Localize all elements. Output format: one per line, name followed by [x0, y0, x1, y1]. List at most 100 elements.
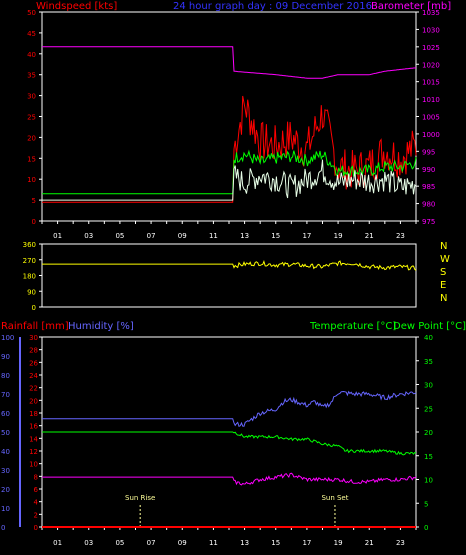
climate-xtick-label: 05 [115, 539, 124, 547]
humidity-axis-title: Humidity [%] [68, 321, 134, 332]
rain-ytick-label: 12 [29, 448, 38, 456]
barometer-ytick-label: 1015 [422, 79, 440, 87]
sun-rise-label: Sun Rise [125, 494, 155, 502]
wind-xtick-label: 03 [84, 232, 93, 240]
humidity-ytick-label: 100 [1, 334, 14, 342]
climate-xtick-label: 23 [396, 539, 405, 547]
climate-xtick-label: 07 [147, 539, 156, 547]
barometer-ytick-label: 1005 [422, 114, 440, 122]
direction-series [42, 260, 417, 271]
windspeed-ytick-label: 50 [27, 9, 36, 17]
humidity-ytick-label: 40 [1, 448, 10, 456]
climate-series-green [42, 431, 417, 456]
wind-xtick-label: 19 [334, 232, 343, 240]
humidity-ytick-label: 20 [1, 486, 10, 494]
wind-xtick-label: 11 [209, 232, 218, 240]
direction-ytick-label: 360 [23, 241, 36, 249]
wind-xtick-label: 21 [365, 232, 374, 240]
barometer-ytick-label: 1025 [422, 44, 440, 52]
temp-ytick-label: 25 [424, 405, 433, 413]
compass-label: N [440, 293, 447, 304]
wind-series-red [42, 95, 417, 203]
rain-ytick-label: 30 [29, 334, 38, 342]
rain-ytick-label: 6 [34, 486, 39, 494]
windspeed-ytick-label: 0 [32, 218, 36, 226]
compass-label: N [440, 241, 447, 252]
barometer-ytick-label: 1030 [422, 26, 440, 34]
direction-ytick-label: 180 [23, 273, 36, 281]
rain-ytick-label: 28 [29, 347, 38, 355]
humidity-ytick-label: 70 [1, 391, 10, 399]
humidity-ytick-label: 90 [1, 353, 10, 361]
windspeed-axis-title: Windspeed [kts] [36, 1, 117, 12]
climate-xtick-label: 17 [302, 539, 311, 547]
wind-xtick-label: 23 [396, 232, 405, 240]
windspeed-ytick-label: 25 [27, 114, 36, 122]
rain-ytick-label: 20 [29, 397, 38, 405]
barometer-ytick-label: 975 [422, 218, 435, 226]
climate-xtick-label: 19 [334, 539, 343, 547]
humidity-ytick-label: 60 [1, 410, 10, 418]
windspeed-ytick-label: 35 [27, 72, 36, 80]
humidity-temperature-panel: 0102030405060708090100024681012141618202… [1, 334, 433, 547]
rain-ytick-label: 8 [34, 473, 38, 481]
temp-ytick-label: 5 [424, 500, 428, 508]
compass-label: E [440, 280, 446, 291]
rain-ytick-label: 14 [29, 435, 38, 443]
temp-ytick-label: 35 [424, 358, 433, 366]
climate-series-blue [42, 390, 417, 427]
temp-ytick-label: 0 [424, 524, 428, 532]
wind-series-white [42, 159, 417, 201]
humidity-ytick-label: 0 [1, 524, 5, 532]
direction-ytick-label: 270 [23, 257, 36, 265]
dewpoint-axis-title: Dew Point [°C] [393, 321, 466, 332]
direction-ytick-label: 90 [27, 288, 36, 296]
windspeed-ytick-label: 40 [27, 51, 36, 59]
wind-xtick-label: 09 [178, 232, 187, 240]
sun-set-label: Sun Set [321, 494, 348, 502]
windspeed-ytick-label: 30 [27, 93, 36, 101]
temp-ytick-label: 15 [424, 453, 433, 461]
windspeed-ytick-label: 20 [27, 134, 36, 142]
compass-label: W [440, 254, 450, 265]
wind-xtick-label: 05 [115, 232, 124, 240]
temp-ytick-label: 30 [424, 382, 433, 390]
barometer-ytick-label: 990 [422, 166, 435, 174]
humidity-ytick-label: 50 [1, 429, 10, 437]
barometer-ytick-label: 985 [422, 183, 435, 191]
temperature-axis-title: Temperature [°C] [309, 321, 396, 332]
temp-ytick-label: 20 [424, 429, 433, 437]
humidity-ytick-label: 80 [1, 372, 10, 380]
barometer-ytick-label: 1010 [422, 96, 440, 104]
rain-ytick-label: 26 [29, 359, 38, 367]
barometer-ytick-label: 995 [422, 148, 435, 156]
rain-ytick-label: 22 [29, 385, 38, 393]
compass-label: S [440, 267, 446, 278]
climate-xtick-label: 09 [178, 539, 187, 547]
humidity-ytick-label: 30 [1, 467, 10, 475]
windspeed-ytick-label: 10 [27, 176, 36, 184]
climate-xtick-label: 01 [53, 539, 62, 547]
climate-xtick-label: 03 [84, 539, 93, 547]
humidity-ytick-label: 10 [1, 505, 10, 513]
temp-ytick-label: 40 [424, 334, 433, 342]
wind-panel-frame [41, 11, 417, 222]
temp-ytick-label: 10 [424, 477, 433, 485]
rainfall-axis-title: Rainfall [mm] [1, 321, 69, 332]
wind-xtick-label: 07 [147, 232, 156, 240]
rain-ytick-label: 18 [29, 410, 38, 418]
climate-xtick-label: 15 [271, 539, 280, 547]
barometer-ytick-label: 980 [422, 201, 435, 209]
wind-barometer-panel: 0510152025303540455097598098599099510001… [27, 9, 440, 240]
windspeed-ytick-label: 15 [27, 155, 36, 163]
rain-ytick-label: 10 [29, 461, 38, 469]
climate-xtick-label: 21 [365, 539, 374, 547]
direction-panel-frame [41, 243, 417, 308]
direction-ytick-label: 0 [32, 304, 36, 312]
wind-xtick-label: 15 [271, 232, 280, 240]
wind-series-magenta [42, 46, 417, 79]
wind-xtick-label: 17 [302, 232, 311, 240]
barometer-ytick-label: 1020 [422, 61, 440, 69]
